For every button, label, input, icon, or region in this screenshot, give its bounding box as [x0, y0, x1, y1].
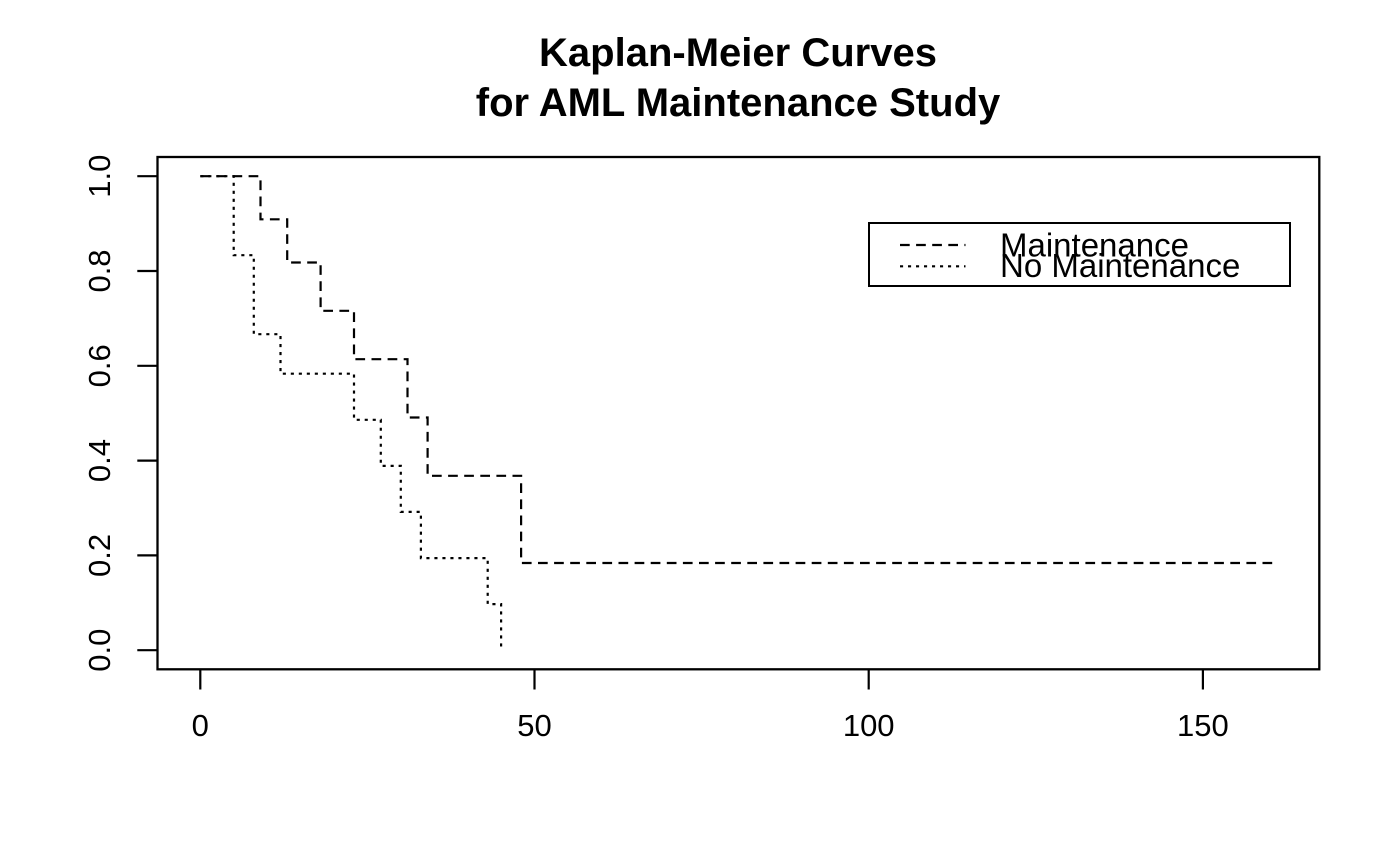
svg-text:0.6: 0.6 [82, 344, 117, 387]
svg-text:0.2: 0.2 [82, 534, 117, 577]
svg-text:Maintenance: Maintenance [1000, 227, 1189, 264]
svg-text:Kaplan-Meier Curves: Kaplan-Meier Curves [539, 31, 937, 75]
svg-text:50: 50 [517, 708, 551, 743]
svg-text:0: 0 [192, 708, 209, 743]
svg-text:for AML Maintenance Study: for AML Maintenance Study [476, 81, 1001, 125]
svg-text:1.0: 1.0 [82, 155, 117, 198]
svg-text:150: 150 [1177, 708, 1229, 743]
svg-text:0.4: 0.4 [82, 439, 117, 482]
svg-text:No Maintenance: No Maintenance [1000, 247, 1240, 284]
svg-text:100: 100 [843, 708, 895, 743]
svg-text:0.8: 0.8 [82, 249, 117, 292]
svg-text:0.0: 0.0 [82, 629, 117, 672]
